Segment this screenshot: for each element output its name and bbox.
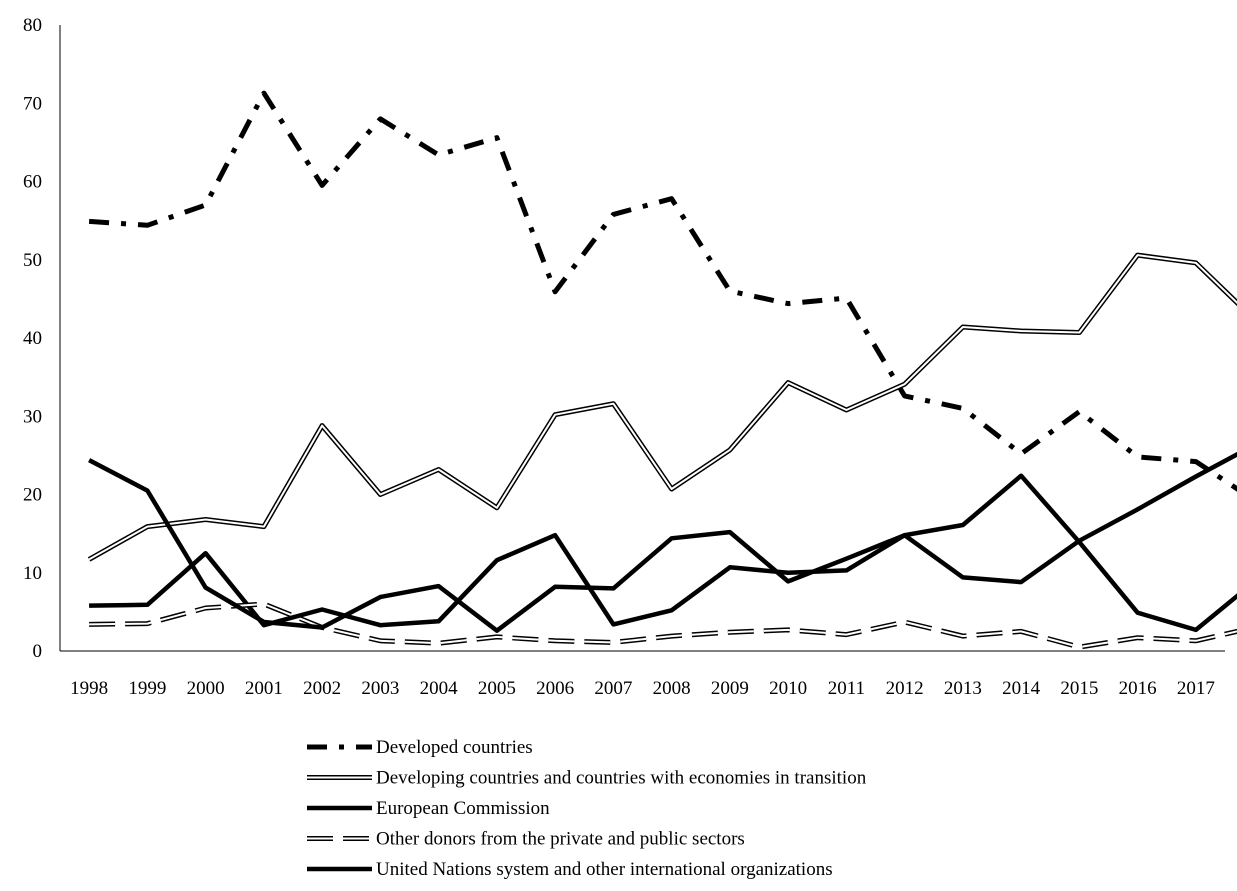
x-tick-label: 2008: [653, 678, 691, 699]
legend-label: Developed countries: [376, 737, 533, 758]
x-tick-label: 2007: [594, 678, 632, 699]
x-tick-label: 2016: [1119, 678, 1157, 699]
x-tick-label: 2003: [361, 678, 399, 699]
x-tick-label: 2005: [478, 678, 516, 699]
x-tick-label: 1998: [70, 678, 108, 699]
series-line-2: [87, 252, 1237, 562]
legend-label: Developing countries and countries with …: [376, 768, 867, 789]
x-tick-label: 2014: [1002, 678, 1041, 699]
y-tick-label: 70: [23, 93, 42, 114]
x-tick-label: 2004: [420, 678, 459, 699]
y-tick-label: 80: [23, 15, 42, 36]
legend: Developed countries Developing countries …: [307, 737, 867, 880]
legend-label: Other donors from the private and public…: [376, 829, 745, 850]
legend-entry: European Commission: [307, 798, 550, 819]
series-lines: [87, 90, 1237, 650]
y-tick-label: 30: [23, 406, 42, 427]
legend-label: European Commission: [376, 798, 550, 819]
x-tick-label: 2001: [245, 678, 283, 699]
series-line-5: [88, 451, 1237, 633]
y-tick-label: 40: [23, 328, 42, 349]
x-tick-label: 2000: [187, 678, 225, 699]
series-line-1: [88, 90, 1237, 492]
x-axis-tick-labels: 1998 1999 2000 2001 2002 2003 2004 2005 2006 2007…: [70, 678, 1215, 699]
y-tick-label: 0: [33, 641, 43, 662]
x-tick-label: 2012: [886, 678, 924, 699]
y-tick-label: 50: [23, 250, 42, 271]
series-line-4: [89, 601, 1237, 650]
y-axis-tick-labels: 0 10 20 30 40 50 60 70 80: [23, 15, 42, 662]
x-tick-label: 2017: [1177, 678, 1215, 699]
x-tick-label: 1999: [128, 678, 166, 699]
legend-entry: Other donors from the private and public…: [307, 829, 745, 850]
x-tick-label: 2011: [828, 678, 865, 699]
axes: [59, 25, 1225, 652]
y-tick-label: 20: [23, 485, 42, 506]
y-tick-label: 60: [23, 172, 42, 193]
series-line-3: [89, 473, 1237, 633]
legend-entry: Developed countries: [307, 737, 533, 758]
legend-entry: United Nations system and other internat…: [307, 859, 833, 880]
x-tick-label: 2006: [536, 678, 574, 699]
legend-label: United Nations system and other internat…: [376, 859, 833, 880]
x-tick-label: 2002: [303, 678, 341, 699]
x-tick-label: 2009: [711, 678, 749, 699]
legend-entry: Developing countries and countries with …: [307, 768, 867, 789]
x-tick-label: 2010: [769, 678, 807, 699]
x-tick-label: 2015: [1060, 678, 1098, 699]
x-tick-label: 2013: [944, 678, 982, 699]
y-tick-label: 10: [23, 563, 42, 584]
